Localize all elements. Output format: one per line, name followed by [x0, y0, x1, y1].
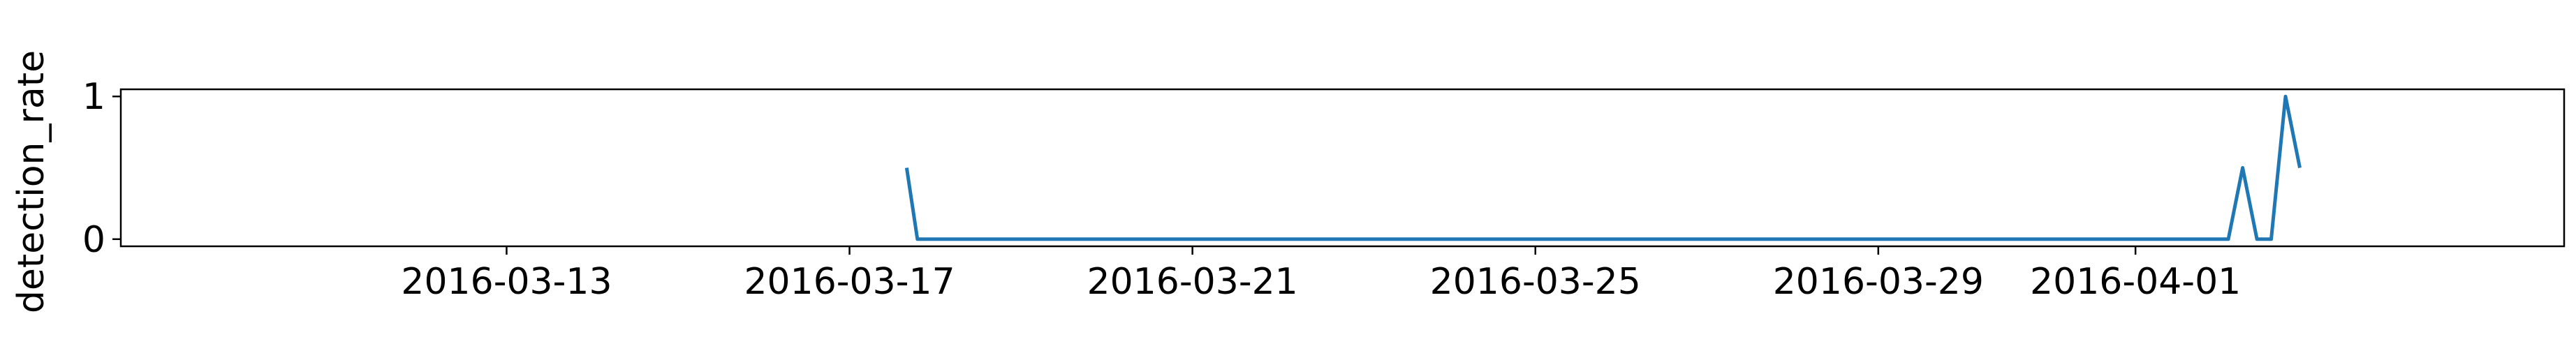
x-axis-ticks: 2016-03-13 2016-03-17 2016-03-21 2016-03-25… [401, 246, 2241, 303]
x-tick-label: 2016-03-21 [1087, 261, 1298, 303]
y-tick-label: 1 [82, 76, 105, 118]
x-tick-label: 2016-04-01 [2030, 261, 2241, 303]
series-line [904, 94, 2302, 241]
plot-area-frame [119, 88, 2566, 248]
x-tick-label: 2016-03-13 [401, 261, 612, 303]
y-axis-label: detection_rate [10, 50, 52, 313]
series-layer [904, 94, 2302, 241]
x-tick-label: 2016-03-29 [1773, 261, 1984, 303]
x-tick-label: 2016-03-17 [744, 261, 955, 303]
y-tick-label: 0 [82, 219, 105, 261]
x-tick-label: 2016-03-25 [1430, 261, 1641, 303]
y-axis-ticks: 01 [82, 76, 121, 261]
